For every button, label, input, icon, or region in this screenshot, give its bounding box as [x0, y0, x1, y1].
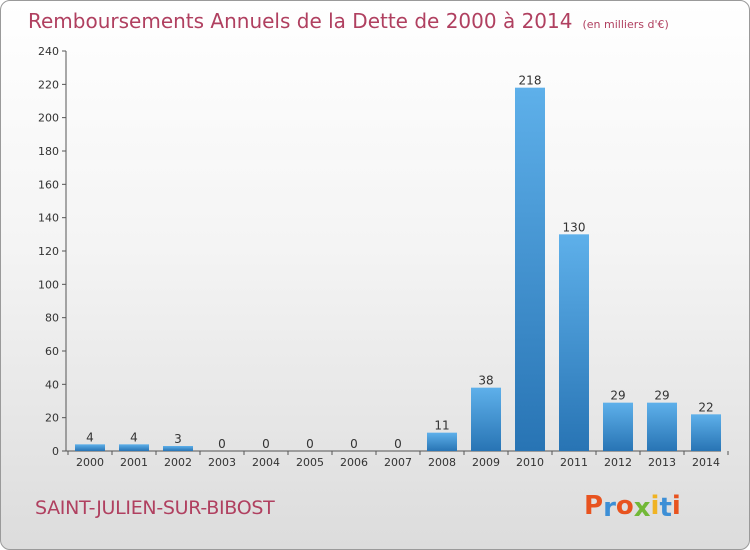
y-tick-label: 20: [45, 412, 59, 425]
bar-2008: [427, 432, 457, 451]
x-tick-label-2003: 2003: [208, 456, 236, 469]
y-tick-label: 140: [38, 212, 59, 225]
logo-letter: o: [615, 491, 634, 521]
value-label-2013: 29: [654, 389, 669, 403]
y-tick-label: 100: [38, 278, 59, 291]
x-tick-label-2001: 2001: [120, 456, 148, 469]
x-tick-label-2012: 2012: [604, 456, 632, 469]
value-label-2011: 130: [563, 220, 586, 234]
x-tick-label-2010: 2010: [516, 456, 544, 469]
bar-2001: [119, 444, 149, 451]
value-label-2014: 22: [698, 400, 713, 414]
logo-letter: t: [659, 493, 672, 523]
chart-title-text: Remboursements Annuels de la Dette de 20…: [28, 9, 573, 33]
value-label-2012: 29: [610, 389, 625, 403]
bar-2000: [75, 444, 105, 451]
logo-letter: r: [603, 493, 616, 523]
x-tick-label-2006: 2006: [340, 456, 368, 469]
value-label-2010: 218: [519, 74, 542, 88]
y-tick-label: 220: [38, 78, 59, 91]
y-tick-label: 200: [38, 112, 59, 125]
x-tick-label-2002: 2002: [164, 456, 192, 469]
logo-letter: x: [633, 493, 651, 523]
y-tick-label: 120: [38, 245, 59, 258]
value-label-2001: 4: [130, 430, 138, 444]
x-tick-label-2000: 2000: [76, 456, 104, 469]
value-label-2008: 11: [434, 419, 449, 433]
y-tick-label: 80: [45, 312, 59, 325]
logo-letter: i: [650, 491, 660, 521]
value-label-2003: 0: [218, 437, 226, 451]
y-tick-label: 160: [38, 178, 59, 191]
x-tick-label-2005: 2005: [296, 456, 324, 469]
logo-letter: P: [584, 491, 604, 521]
y-tick-label: 60: [45, 345, 59, 358]
x-tick-label-2011: 2011: [560, 456, 588, 469]
x-tick-label-2013: 2013: [648, 456, 676, 469]
y-tick-label: 0: [52, 445, 59, 458]
bar-2011: [559, 234, 589, 451]
logo-letter: i: [671, 491, 681, 521]
bar-2010: [515, 87, 545, 452]
bar-2014: [691, 414, 721, 451]
value-label-2004: 0: [262, 437, 270, 451]
bar-2012: [603, 402, 633, 451]
y-tick-label: 40: [45, 378, 59, 391]
y-tick-label: 240: [38, 45, 59, 58]
x-tick-label-2014: 2014: [692, 456, 720, 469]
bar-2009: [471, 387, 501, 451]
value-label-2005: 0: [306, 437, 314, 451]
value-label-2002: 3: [174, 432, 182, 446]
x-tick-label-2008: 2008: [428, 456, 456, 469]
value-label-2000: 4: [86, 430, 94, 444]
chart-title: Remboursements Annuels de la Dette de 20…: [28, 9, 669, 33]
x-tick-label-2007: 2007: [384, 456, 412, 469]
y-tick-label: 180: [38, 145, 59, 158]
x-tick-label-2009: 2009: [472, 456, 500, 469]
value-label-2007: 0: [394, 437, 402, 451]
value-label-2006: 0: [350, 437, 358, 451]
chart-unit: (en milliers d'€): [582, 18, 669, 31]
proxiti-logo: Proxiti: [584, 491, 681, 523]
value-label-2009: 38: [478, 374, 493, 388]
x-tick-label-2004: 2004: [252, 456, 280, 469]
bar-2013: [647, 402, 677, 451]
bar-2002: [163, 446, 193, 451]
commune-name: SAINT-JULIEN-SUR-BIBOST: [35, 497, 275, 519]
